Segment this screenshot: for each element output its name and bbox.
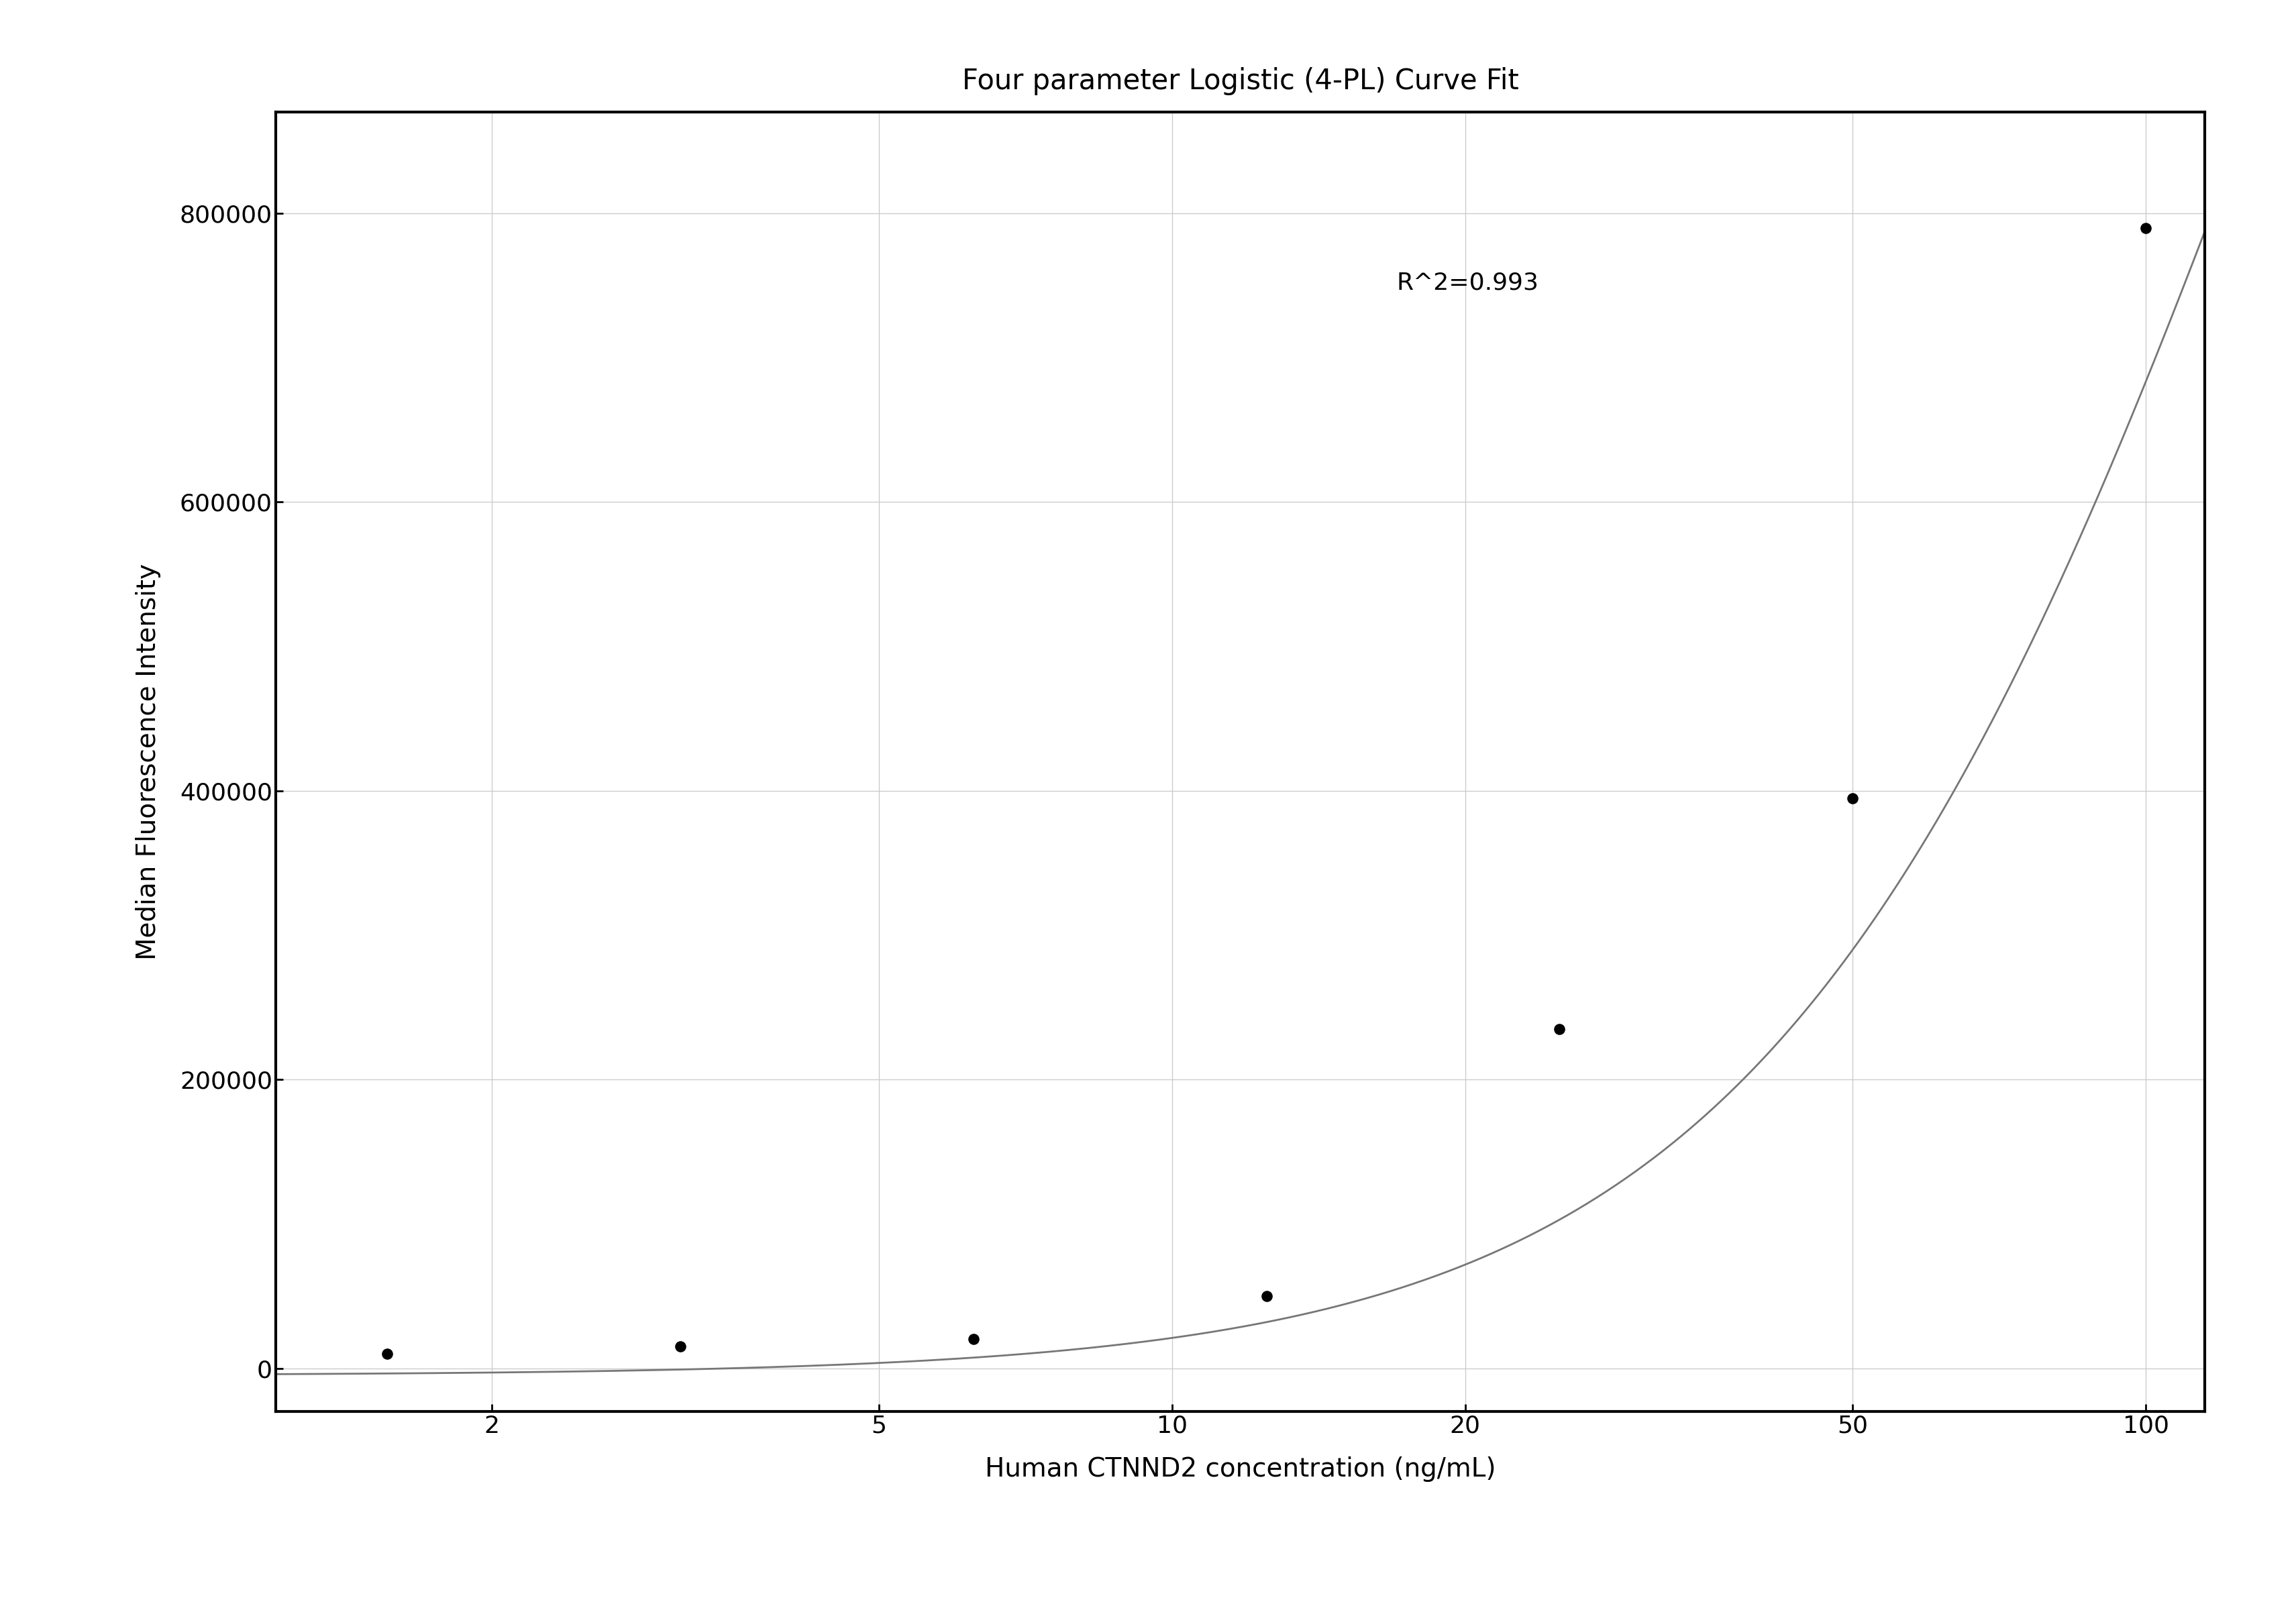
Point [1835,786,1871,812]
Point [1247,1283,1283,1309]
Point [661,1335,698,1360]
Point [955,1327,992,1352]
Point [2126,215,2163,241]
Point [1541,1017,1577,1043]
Y-axis label: Median Fluorescence Intensity: Median Fluorescence Intensity [135,563,161,961]
X-axis label: Human CTNND2 concentration (ng/mL): Human CTNND2 concentration (ng/mL) [985,1456,1495,1482]
Title: Four parameter Logistic (4-PL) Curve Fit: Four parameter Logistic (4-PL) Curve Fit [962,67,1518,95]
Text: R^2=0.993: R^2=0.993 [1396,271,1538,294]
Point [370,1341,406,1367]
